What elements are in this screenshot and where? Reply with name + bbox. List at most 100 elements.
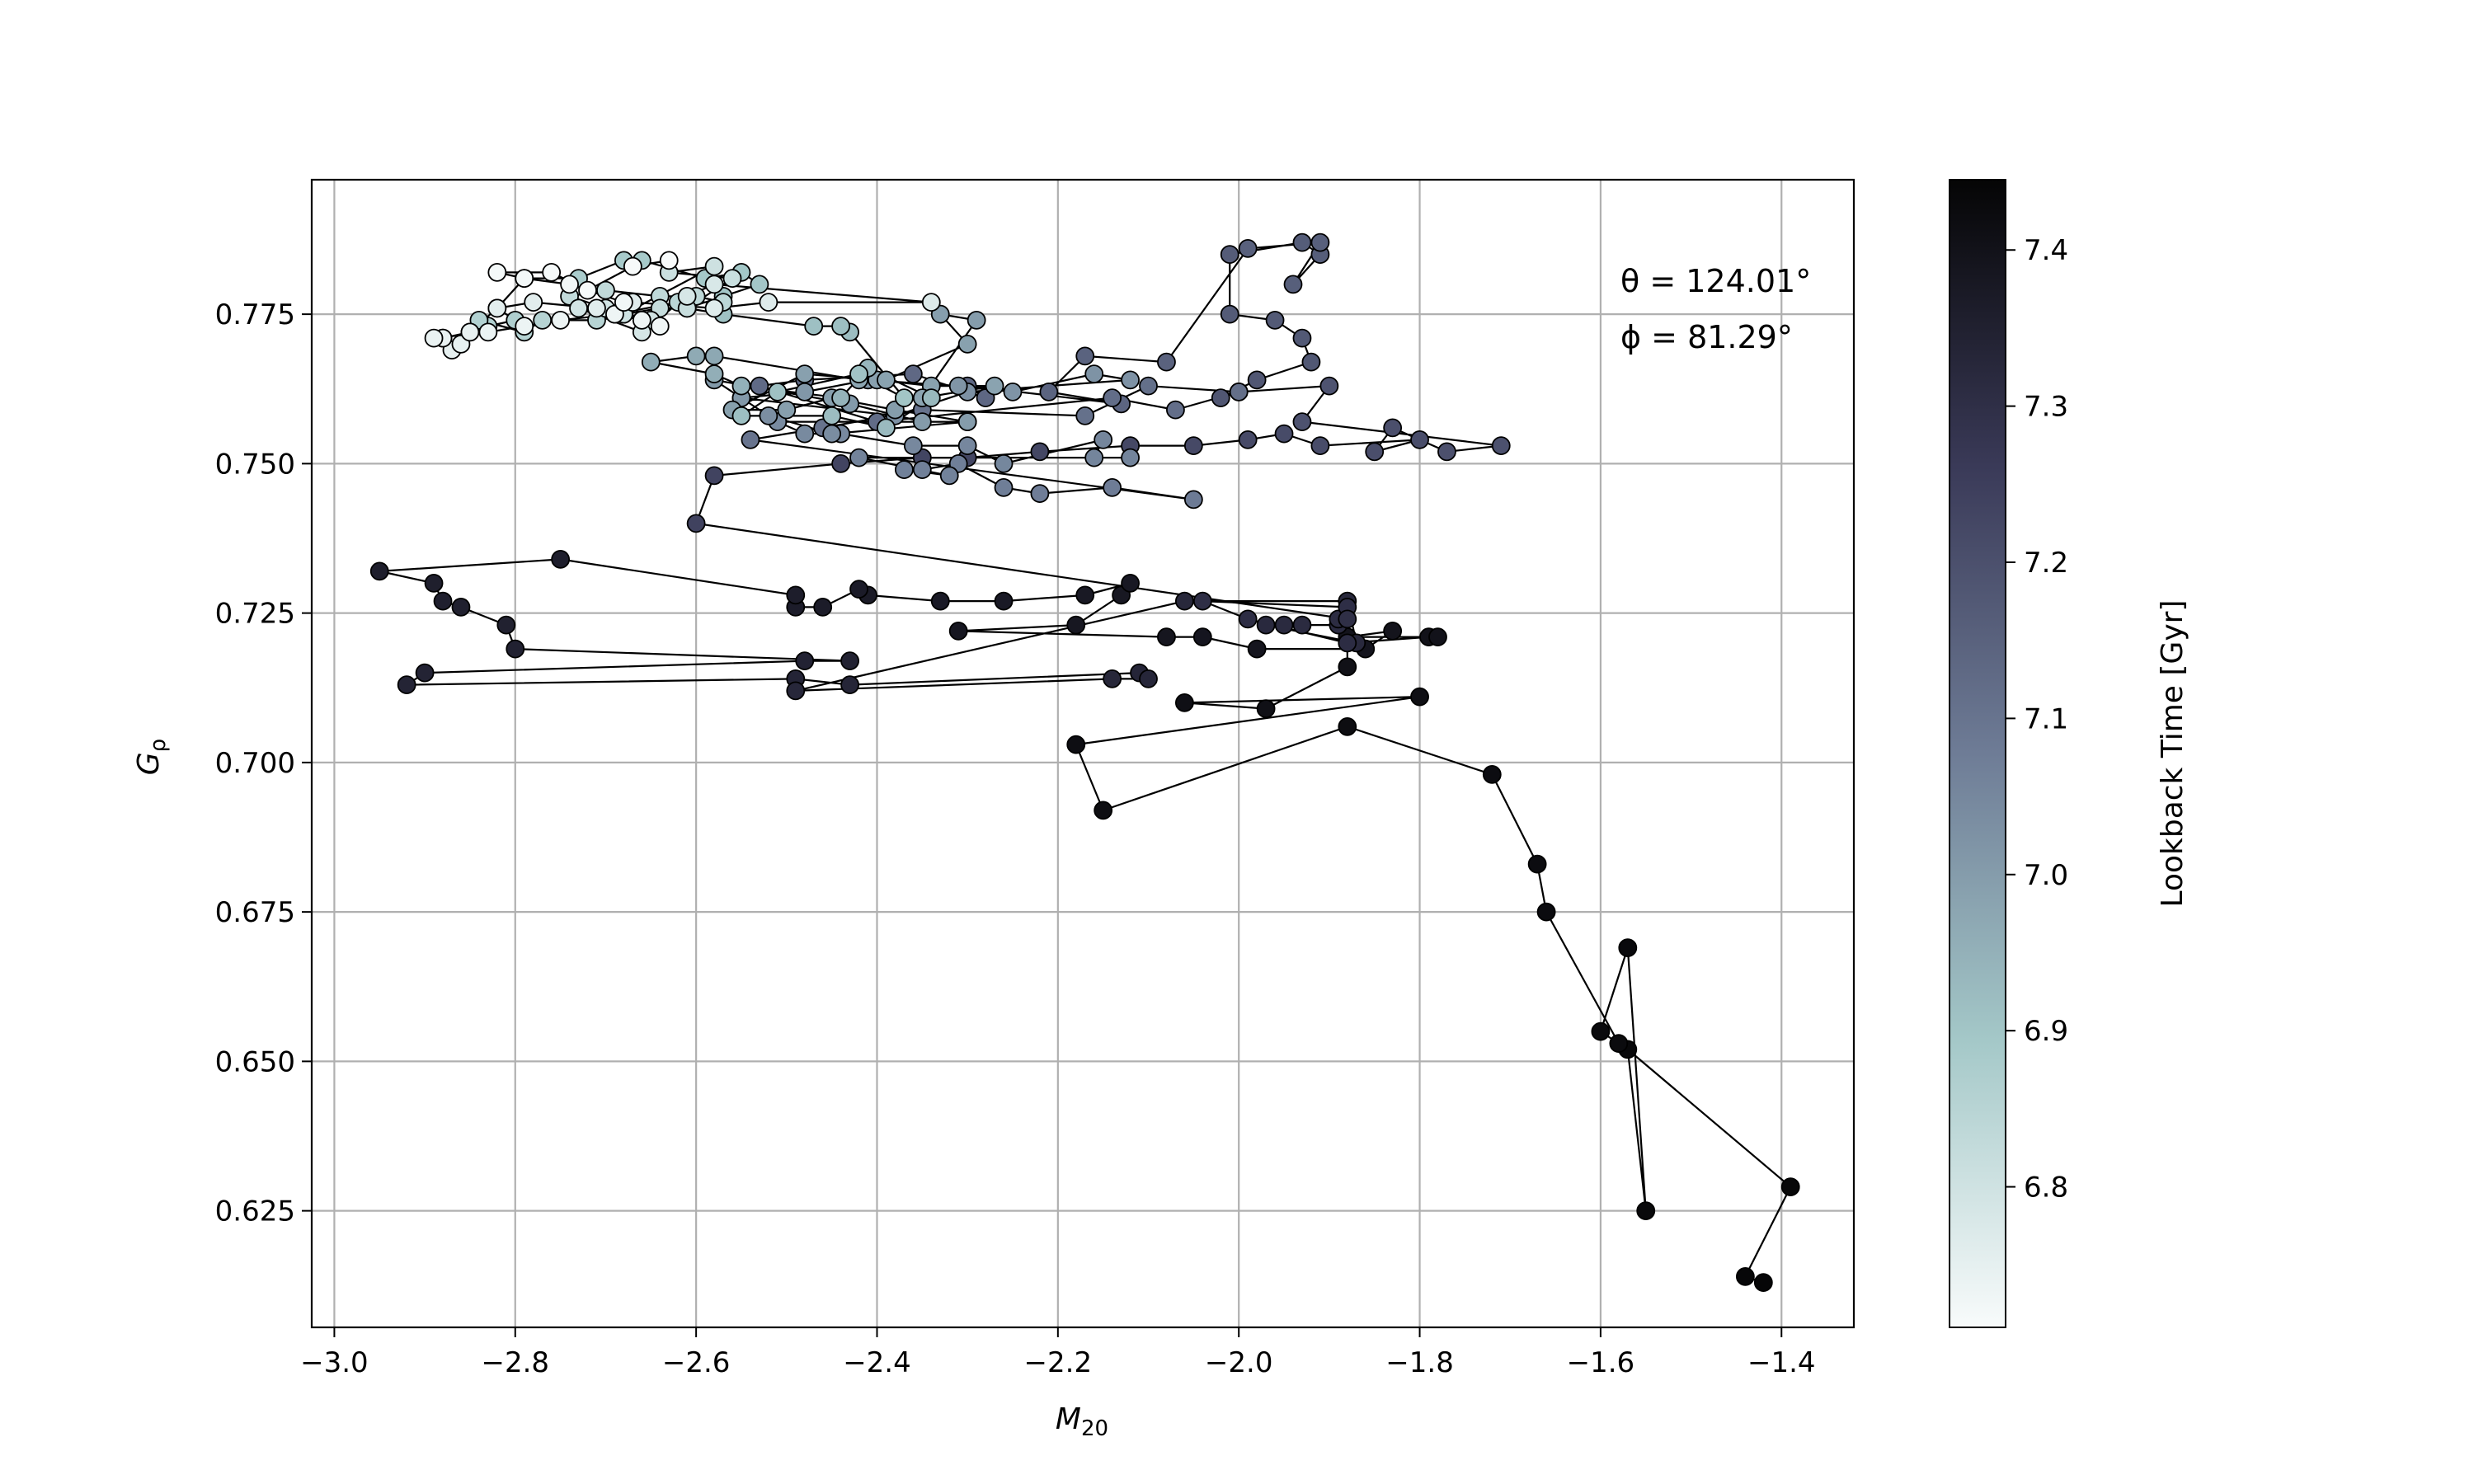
data-point — [515, 269, 534, 289]
data-point — [1183, 490, 1203, 510]
data-point — [877, 418, 896, 438]
data-point — [369, 561, 389, 581]
data-point — [768, 382, 788, 402]
data-point — [1030, 442, 1050, 462]
data-point — [831, 388, 851, 408]
data-point — [795, 424, 815, 444]
data-point — [1139, 669, 1158, 688]
data-point — [1292, 412, 1312, 432]
theta-annotation: θ = 124.01° — [1620, 263, 1811, 299]
x-tick-label: −1.4 — [1747, 1346, 1816, 1379]
data-point — [930, 591, 950, 611]
data-point — [1139, 376, 1158, 396]
data-point — [1338, 716, 1357, 736]
data-point — [1536, 902, 1556, 922]
x-tick-label: −2.6 — [662, 1346, 731, 1379]
x-tick-label: −2.4 — [843, 1346, 911, 1379]
y-tick-label: 0.725 — [215, 598, 295, 631]
x-axis-label-subscript: 20 — [1081, 1416, 1108, 1441]
data-point — [1247, 639, 1267, 659]
data-point — [1383, 418, 1403, 438]
x-axis-label: M20 — [1056, 1402, 1108, 1441]
data-point — [1103, 388, 1122, 408]
x-tick-label: −2.0 — [1205, 1346, 1273, 1379]
y-tick-label: 0.775 — [215, 298, 295, 331]
colorbar-tick-label: 7.0 — [2024, 859, 2068, 892]
data-point — [1157, 352, 1176, 372]
data-point — [1183, 436, 1203, 456]
data-point — [1229, 382, 1249, 402]
data-point — [1121, 573, 1140, 593]
data-point — [1618, 938, 1638, 958]
data-point — [1121, 370, 1140, 390]
data-point — [424, 328, 444, 348]
data-point — [1527, 854, 1547, 874]
y-axis-label-subscript: ρ — [146, 739, 171, 753]
data-point — [1066, 615, 1086, 635]
data-point — [1310, 436, 1330, 456]
data-point — [731, 376, 751, 396]
data-point — [1482, 764, 1502, 784]
colorbar-tick-label: 6.8 — [2024, 1172, 2068, 1205]
data-point — [1338, 657, 1357, 677]
data-point — [894, 460, 914, 480]
y-axis-label: Gρ — [132, 739, 171, 775]
colorbar-tick-label: 7.1 — [2024, 702, 2068, 735]
data-point — [1238, 609, 1258, 629]
colorbar-ticks: 6.8 6.9 7.0 7.1 7.2 7.3 7.4 — [2006, 234, 2068, 1205]
data-point — [1410, 430, 1429, 449]
data-point — [415, 663, 435, 683]
data-point — [1636, 1201, 1656, 1221]
data-point — [759, 293, 778, 312]
data-point — [1084, 448, 1104, 467]
data-point — [777, 400, 797, 420]
data-point — [1338, 633, 1357, 653]
data-point — [1365, 442, 1385, 462]
data-point — [1075, 346, 1095, 366]
data-point — [921, 293, 941, 312]
data-point — [542, 262, 562, 282]
data-point — [1030, 484, 1050, 504]
data-point — [849, 448, 868, 467]
data-point — [686, 346, 706, 366]
data-point — [1383, 621, 1403, 641]
data-point — [524, 293, 543, 312]
data-point — [1292, 232, 1312, 252]
data-point — [578, 280, 597, 300]
data-point — [1075, 585, 1095, 605]
data-point — [831, 317, 851, 336]
data-point — [424, 573, 444, 593]
data-point — [1274, 615, 1294, 635]
data-point — [1039, 382, 1059, 402]
data-point — [704, 298, 724, 318]
data-point — [1310, 232, 1330, 252]
y-tick-label: 0.700 — [215, 747, 295, 780]
data-point — [957, 334, 977, 354]
data-point — [704, 346, 724, 366]
data-point — [704, 364, 724, 384]
data-point — [1094, 430, 1113, 449]
data-point — [1157, 627, 1176, 647]
data-point — [1735, 1266, 1755, 1286]
phi-annotation: ϕ = 81.29° — [1620, 319, 1793, 355]
data-point — [831, 453, 851, 473]
y-tick-label: 0.650 — [215, 1045, 295, 1078]
data-point — [948, 376, 968, 396]
x-axis: −3.0 −2.8 −2.6 −2.4 −2.2 −2.0 −1.8 −1.6 −1.4 — [300, 1327, 1816, 1379]
data-point — [650, 317, 670, 336]
colorbar-label: Lookback Time [Gyr] — [2156, 600, 2189, 908]
data-point — [1220, 304, 1239, 324]
data-point — [1283, 275, 1303, 294]
data-point — [1192, 627, 1212, 647]
data-point — [840, 675, 859, 695]
colorbar — [1949, 179, 2006, 1328]
data-point — [731, 406, 751, 425]
data-point — [451, 597, 471, 617]
data-point — [903, 364, 923, 384]
data-point — [496, 615, 516, 635]
data-point — [623, 256, 642, 276]
data-point — [596, 280, 615, 300]
data-point — [1338, 609, 1357, 629]
data-point — [1780, 1177, 1800, 1197]
